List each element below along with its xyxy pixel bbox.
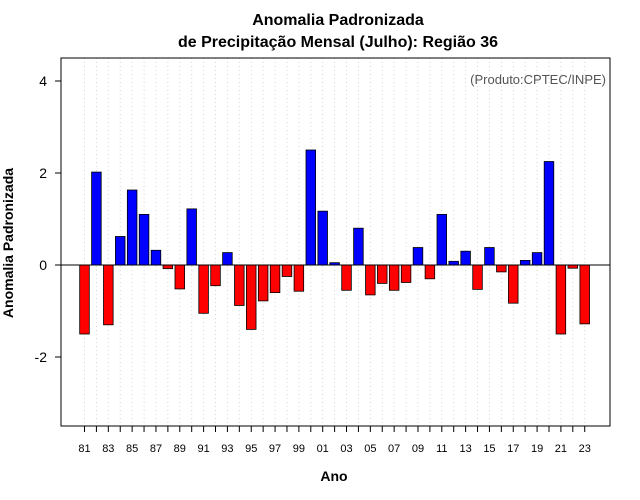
bar-11 [436,213,448,266]
x-tick-label: 09 [412,443,424,455]
x-tick-label: 03 [340,443,352,455]
x-tick-label: 87 [150,443,162,455]
bar-04 [353,227,364,266]
bar-03 [341,264,352,291]
bar-83 [103,264,114,326]
x-tick-label: 91 [197,443,209,455]
x-tick-label: 13 [459,443,471,455]
x-axis: 81 83 85 87 89 91 93 95 97 99 01 03 05 07 09 11 13 15 17 19… [78,426,591,455]
chart-title-line-2: de Precipitação Mensal (Julho): Região 3… [178,34,498,51]
bar-92 [210,264,221,287]
bar-93 [222,252,233,266]
x-tick-label: 89 [174,443,186,455]
bar-20 [543,161,555,266]
bar-06 [377,264,388,284]
bar-15 [484,247,495,266]
x-tick-label: 17 [507,443,519,455]
x-tick-label: 15 [483,443,495,455]
bar-16 [496,264,507,273]
bar-89 [174,264,185,290]
bar-19 [531,252,543,266]
x-tick-label: 95 [245,443,257,455]
bar-08 [400,264,412,283]
bar-00 [305,149,316,266]
x-tick-label: 21 [555,443,567,455]
bar-01 [317,210,328,266]
y-tick-label: 0 [39,257,47,273]
x-tick-label: 99 [293,443,305,455]
bar-14 [472,264,483,290]
grid-lines [84,58,586,426]
bar-95 [246,264,257,330]
bar-94 [234,264,245,306]
x-tick-label: 11 [436,443,447,455]
x-tick-label: 23 [579,443,591,455]
y-axis-label: Anomalia Padronizada [0,168,16,318]
bar-12 [448,260,459,266]
bar-96 [257,264,269,302]
bars [79,149,590,335]
bar-85 [126,189,138,266]
x-tick-label: 07 [388,443,400,455]
bar-10 [424,264,436,280]
bar-81 [79,264,90,335]
y-tick-label: -2 [35,349,48,365]
bar-21 [555,264,567,335]
x-tick-label: 05 [364,443,376,455]
bar-88 [162,264,174,270]
y-axis: -2 0 2 4 [35,73,61,365]
x-axis-label: Ano [320,468,347,484]
x-tick-label: 83 [102,443,114,455]
x-tick-label: 97 [269,443,281,455]
bar-97 [269,264,281,294]
bar-09 [412,247,424,266]
bar-05 [365,264,376,296]
bar-91 [198,264,209,314]
plot-frame [60,57,611,427]
bar-84 [115,236,126,266]
y-tick-label: 2 [39,165,47,181]
bar-87 [150,249,162,266]
bar-86 [138,213,150,266]
bar-18 [519,259,531,266]
bar-23 [579,264,590,325]
x-tick-label: 81 [78,443,90,455]
x-tick-label: 01 [317,443,329,455]
bar-99 [293,264,305,292]
y-tick-label: 4 [39,73,47,89]
bar-07 [388,264,400,291]
bar-17 [508,264,519,304]
x-tick-label: 93 [221,443,233,455]
chart-title-line-1: Anomalia Padronizada [252,12,424,29]
bar-82 [91,171,102,266]
bar-13 [460,250,471,266]
bar-90 [186,208,197,266]
x-tick-label: 19 [531,443,543,455]
bar-98 [281,264,293,277]
credit-text: (Produto:CPTEC/INPE) [470,72,606,87]
x-tick-label: 85 [126,443,138,455]
